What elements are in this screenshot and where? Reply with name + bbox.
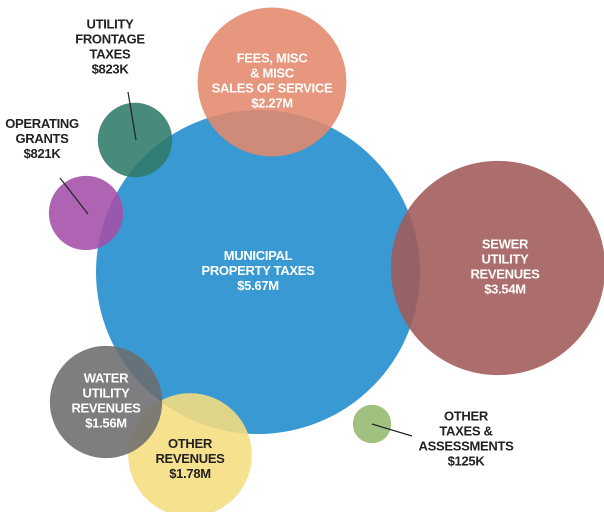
label-line: REVENUES bbox=[71, 401, 141, 416]
value-label: $821K bbox=[24, 146, 62, 161]
value-label: $823K bbox=[92, 62, 130, 77]
label-line: SEWER bbox=[482, 237, 529, 252]
value-label: $3.54M bbox=[484, 282, 526, 297]
bubble-label: OPERATING GRANTS $821K bbox=[5, 116, 79, 161]
bubble bbox=[97, 102, 173, 178]
leader-line bbox=[127, 91, 137, 141]
bubble-label: MUNICIPAL PROPERTY TAXES $5.67M bbox=[201, 248, 315, 293]
bubble-label: SEWER UTILITY REVENUES $3.54M bbox=[470, 237, 540, 297]
leader-line bbox=[59, 177, 89, 215]
bubble-label: WATER UTILITY REVENUES $1.56M bbox=[71, 371, 141, 431]
bubble-label: OTHER TAXES & ASSESSMENTS $125K bbox=[419, 409, 515, 469]
label-line: MUNICIPAL bbox=[224, 248, 293, 263]
label-line: UTILITY bbox=[82, 386, 130, 401]
label-line: WATER bbox=[84, 371, 129, 386]
label-line: UTILITY bbox=[481, 252, 529, 267]
bubble bbox=[96, 110, 420, 434]
value-label: $1.78M bbox=[169, 466, 211, 481]
label-line: REVENUES bbox=[470, 267, 540, 282]
value-label: $5.67M bbox=[237, 278, 279, 293]
value-label: $1.56M bbox=[85, 416, 127, 431]
label-line: SALES OF SERVICE bbox=[212, 81, 333, 96]
label-line: OTHER bbox=[168, 436, 213, 451]
bubble-label: OTHER REVENUES $1.78M bbox=[155, 436, 225, 481]
label-line: ASSESSMENTS bbox=[419, 439, 515, 454]
bubble-label: UTILITY FRONTAGE TAXES $823K bbox=[75, 17, 145, 77]
value-label: $2.27M bbox=[251, 96, 293, 111]
label-line: & MISC bbox=[250, 66, 295, 81]
bubble bbox=[49, 345, 163, 459]
leader-line bbox=[371, 423, 413, 437]
label-line: UTILITY bbox=[86, 17, 134, 32]
label-line: REVENUES bbox=[155, 451, 225, 466]
bubbles bbox=[48, 7, 604, 512]
label-line: FRONTAGE bbox=[75, 32, 145, 47]
label-line: GRANTS bbox=[15, 131, 69, 146]
label-line: TAXES bbox=[90, 47, 132, 62]
bubble-label: FEES, MISC & MISC SALES OF SERVICE $2.27M bbox=[212, 51, 333, 111]
label-line: FEES, MISC bbox=[237, 51, 309, 66]
label-line: PROPERTY TAXES bbox=[201, 263, 315, 278]
bubble bbox=[128, 393, 252, 512]
label-line: OPERATING bbox=[5, 116, 79, 131]
bubble bbox=[390, 160, 604, 376]
value-label: $125K bbox=[448, 454, 486, 469]
bubble bbox=[197, 7, 347, 157]
label-line: TAXES & bbox=[439, 424, 492, 439]
bubble bbox=[48, 175, 124, 251]
label-line: OTHER bbox=[444, 409, 489, 424]
